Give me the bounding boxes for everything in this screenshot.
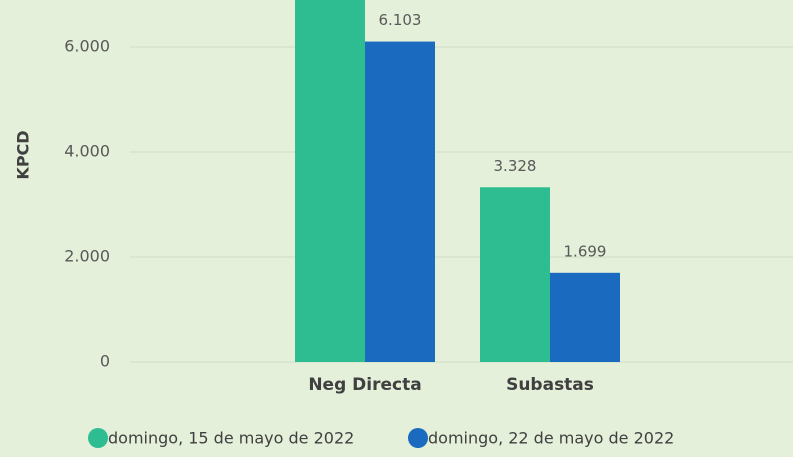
bar xyxy=(295,0,365,363)
legend-label: domingo, 15 de mayo de 2022 xyxy=(108,429,354,448)
bar xyxy=(550,272,620,362)
data-label: 6.103 xyxy=(379,11,422,29)
y-tick-label: 4.000 xyxy=(64,141,110,160)
x-tick-label: Neg Directa xyxy=(308,375,421,395)
legend-label: domingo, 22 de mayo de 2022 xyxy=(428,429,674,448)
bar xyxy=(480,187,550,362)
data-label: 3.328 xyxy=(494,157,537,175)
y-axis-title: KPCD xyxy=(14,130,33,179)
legend-swatch xyxy=(408,428,428,448)
bar xyxy=(365,41,435,363)
y-tick-label: 6.000 xyxy=(64,36,110,55)
x-tick-label: Subastas xyxy=(506,375,594,395)
y-tick-label: 2.000 xyxy=(64,246,110,265)
data-label: 1.699 xyxy=(564,242,607,260)
legend-swatch xyxy=(88,428,108,448)
y-tick-label: 0 xyxy=(100,352,110,371)
